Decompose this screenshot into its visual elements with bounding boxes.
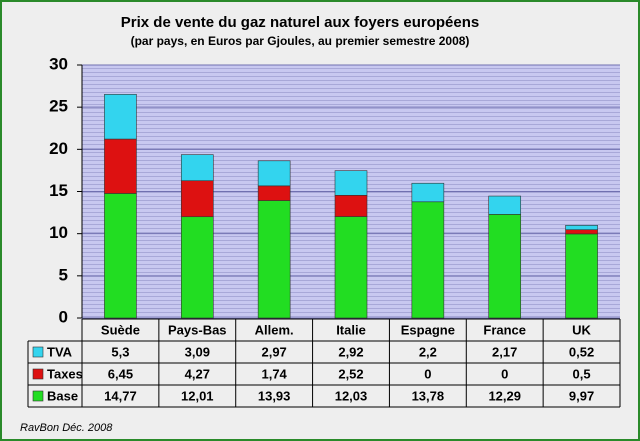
bar-segment <box>180 154 214 182</box>
bar-segment <box>488 195 522 215</box>
bar-segment <box>180 216 214 319</box>
bar-segment <box>334 216 368 319</box>
x-tick-label: Espagne <box>401 322 455 337</box>
y-tick-label: 25 <box>49 97 68 116</box>
bar-segment <box>411 182 445 203</box>
table-value: 0,52 <box>569 344 594 359</box>
x-tick-label: Suède <box>101 322 140 337</box>
bar-segment <box>104 193 137 319</box>
table-value: 0 <box>424 366 431 381</box>
table-value: 13,93 <box>258 388 291 403</box>
table-value: 5,3 <box>111 344 129 359</box>
x-tick-label: France <box>483 322 526 337</box>
legend-label: Taxes <box>47 366 83 381</box>
legend-swatch <box>32 368 44 380</box>
legend-swatch <box>32 346 44 358</box>
table-value: 3,09 <box>185 344 210 359</box>
bar-segment <box>104 94 137 140</box>
bar-segment <box>257 185 291 201</box>
y-tick-label: 5 <box>59 265 68 284</box>
legend-label: TVA <box>47 344 73 359</box>
table-value: 0 <box>501 366 508 381</box>
bar-segment <box>334 194 368 217</box>
table-value: 2,2 <box>419 344 437 359</box>
x-tick-label: Italie <box>336 322 366 337</box>
chart-title: Prix de vente du gaz naturel aux foyers … <box>121 14 479 31</box>
table-value: 0,5 <box>573 366 591 381</box>
y-tick-label: 20 <box>49 139 68 158</box>
bar-segment <box>334 170 368 196</box>
table-value: 4,27 <box>185 366 210 381</box>
table-value: 14,77 <box>104 388 137 403</box>
y-tick-label: 0 <box>59 307 68 326</box>
legend-label: Base <box>47 388 78 403</box>
table-value: 9,97 <box>569 388 594 403</box>
table-value: 12,29 <box>488 388 521 403</box>
bar-segment <box>488 214 522 319</box>
x-tick-label: Pays-Bas <box>168 322 227 337</box>
table-value: 13,78 <box>412 388 445 403</box>
bar-segment <box>257 160 291 187</box>
bar-segment <box>565 233 598 319</box>
table-value: 2,97 <box>261 344 286 359</box>
table-value: 1,74 <box>261 366 287 381</box>
bar-segment <box>257 200 291 319</box>
table-value: 12,03 <box>335 388 368 403</box>
bar-segment <box>411 201 445 319</box>
chart-subtitle: (par pays, en Euros par Gjoules, au prem… <box>131 34 470 48</box>
legend-swatch <box>32 390 44 402</box>
table-value: 2,92 <box>338 344 363 359</box>
y-tick-label: 10 <box>49 223 68 242</box>
bar-segment <box>565 225 598 231</box>
table-value: 12,01 <box>181 388 214 403</box>
footer: RavBon Déc. 2008 <box>20 422 113 434</box>
y-tick-label: 30 <box>49 54 68 73</box>
table-value: 6,45 <box>108 366 133 381</box>
bar-segment <box>104 138 137 194</box>
bar-segment <box>565 229 598 235</box>
table-value: 2,17 <box>492 344 517 359</box>
bar-segment <box>180 180 214 218</box>
x-tick-label: Allem. <box>255 322 294 337</box>
table-value: 2,52 <box>338 366 363 381</box>
y-tick-label: 15 <box>49 181 68 200</box>
x-tick-label: UK <box>572 322 591 337</box>
